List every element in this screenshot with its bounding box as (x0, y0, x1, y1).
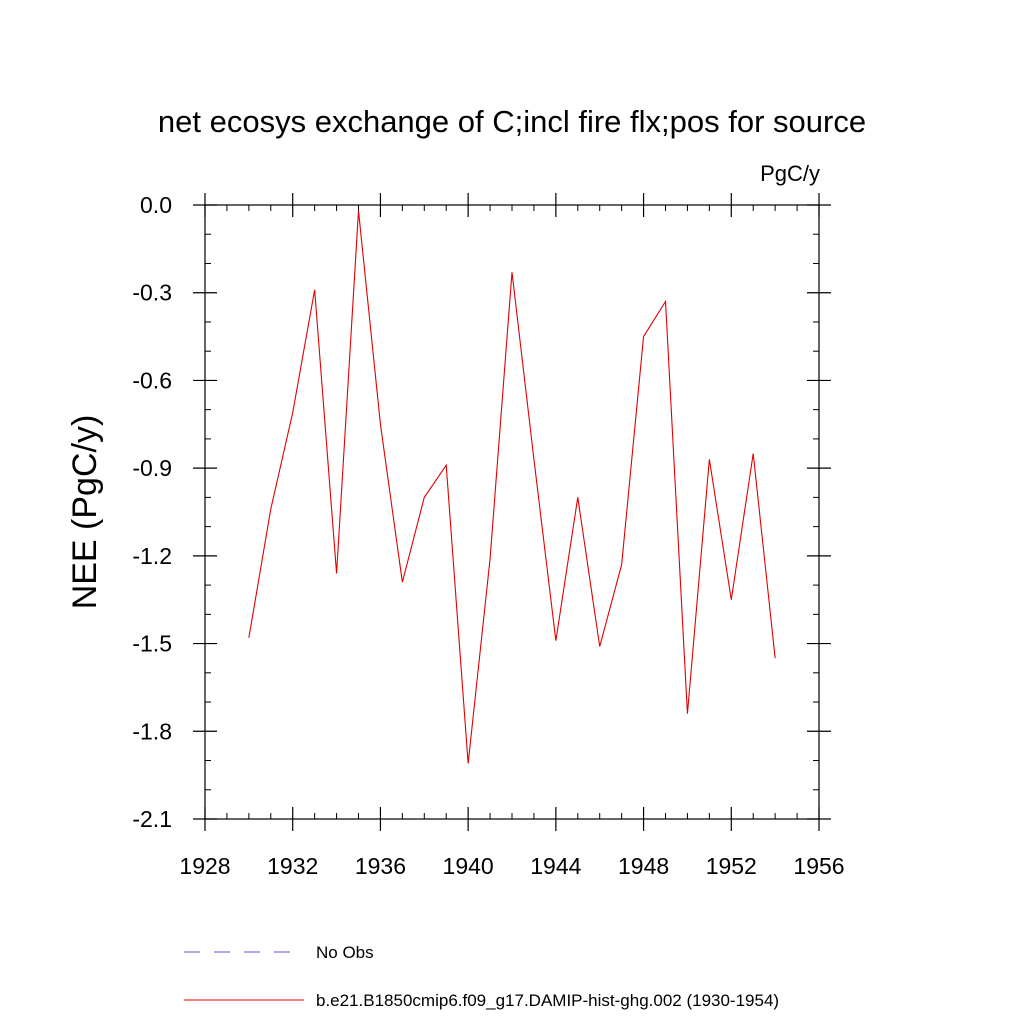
chart-title: net ecosys exchange of C;incl fire flx;p… (158, 104, 866, 139)
y-tick-label: -1.2 (132, 543, 172, 569)
y-tick-label: -1.5 (132, 631, 172, 657)
series-group (248, 210, 776, 764)
legend-label: b.e21.B1850cmip6.f09_g17.DAMIP-hist-ghg.… (316, 991, 779, 1010)
y-axis-label: NEE (PgC/y) (66, 415, 104, 610)
plot-frame (204, 204, 820, 820)
x-tick-label: 1928 (179, 853, 230, 879)
x-tick-label: 1944 (530, 853, 581, 879)
y-axis: 0.0 -0.3 -0.6 -0.9 -1.2 -1.5 -1.8 -2.1 (132, 192, 831, 832)
units-label: PgC/y (760, 161, 820, 186)
y-tick-label: 0.0 (140, 192, 172, 218)
legend-label: No Obs (316, 943, 374, 962)
legend: No Obs b.e21.B1850cmip6.f09_g17.DAMIP-his… (184, 943, 779, 1010)
y-tick-label: -1.8 (132, 718, 172, 744)
y-tick-label: -0.3 (132, 280, 172, 306)
x-tick-label: 1948 (618, 853, 669, 879)
minor-ticks (205, 205, 819, 819)
x-axis: 1928 1932 1936 1940 1944 1948 1952 1956 (179, 193, 845, 879)
series-line (248, 210, 776, 764)
y-tick-label: -0.6 (132, 367, 172, 393)
x-tick-label: 1956 (793, 853, 844, 879)
x-tick-label: 1932 (267, 853, 318, 879)
x-tick-label: 1940 (443, 853, 494, 879)
x-tick-label: 1952 (706, 853, 757, 879)
y-tick-label: -0.9 (132, 455, 172, 481)
x-tick-label: 1936 (355, 853, 406, 879)
y-tick-label: -2.1 (132, 806, 172, 832)
